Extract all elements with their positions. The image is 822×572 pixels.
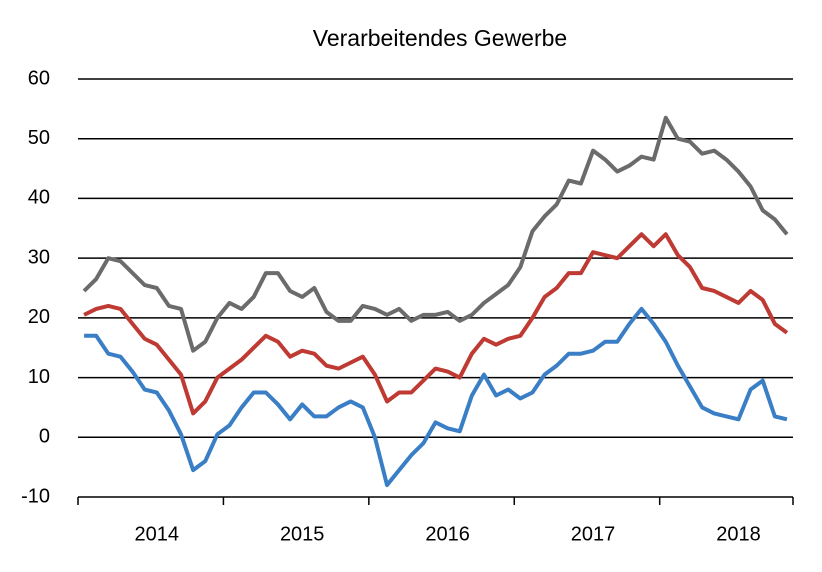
y-tick-label: 50	[28, 127, 50, 149]
y-tick-label: 10	[28, 366, 50, 388]
x-tick-label: 2016	[425, 523, 470, 545]
x-tick-label: 2015	[280, 523, 325, 545]
chart-title: Verarbeitendes Gewerbe	[313, 25, 567, 51]
y-tick-label: -10	[21, 485, 50, 507]
line-series	[82, 115, 789, 353]
y-tick-label: 30	[28, 246, 50, 268]
line-series	[83, 232, 789, 416]
y-tick-label: 60	[28, 67, 50, 89]
x-tick-label: 2018	[716, 523, 761, 545]
line-series	[84, 306, 788, 488]
y-tick-label: 20	[28, 306, 50, 328]
x-tick-label: 2014	[135, 523, 180, 545]
y-tick-label: 40	[28, 187, 50, 209]
y-tick-label: 0	[39, 426, 50, 448]
x-tick-label: 2017	[571, 523, 616, 545]
